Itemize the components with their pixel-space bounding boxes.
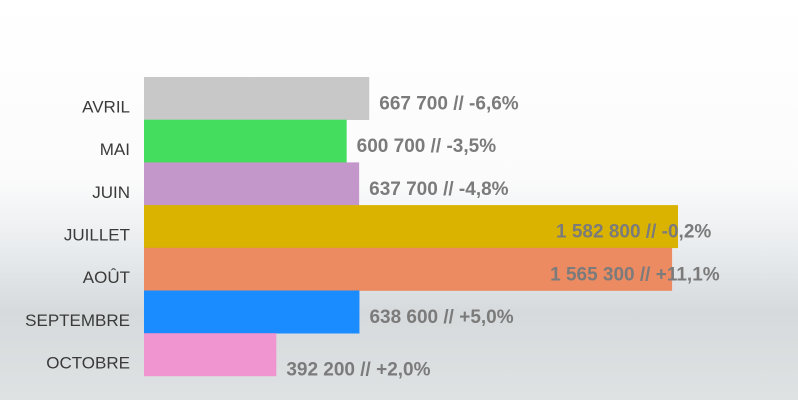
category-label: JUILLET	[64, 226, 130, 245]
bar	[144, 162, 360, 206]
value-label: 637 700 // -4,8%	[369, 179, 509, 200]
category-label: JUIN	[92, 183, 130, 202]
bar	[144, 247, 673, 291]
bar	[144, 290, 360, 334]
value-label: 638 600 // +5,0%	[369, 307, 513, 328]
bar	[144, 77, 370, 120]
category-label: OCTOBRE	[46, 354, 130, 373]
bar	[144, 119, 347, 163]
bar	[144, 205, 678, 249]
value-label: 392 200 // +2,0%	[286, 360, 430, 381]
value-label: 1 582 800 // -0,2%	[556, 222, 711, 243]
category-label: MAI	[100, 140, 130, 159]
value-label: 600 700 // -3,5%	[357, 136, 497, 157]
category-label: SEPTEMBRE	[25, 311, 130, 330]
value-label: 1 565 300 // +11,1%	[550, 264, 720, 285]
bar	[144, 333, 277, 377]
category-label: AOÛT	[83, 268, 130, 287]
category-label: AVRIL	[82, 97, 130, 116]
value-label: 667 700 // -6,6%	[379, 94, 519, 115]
